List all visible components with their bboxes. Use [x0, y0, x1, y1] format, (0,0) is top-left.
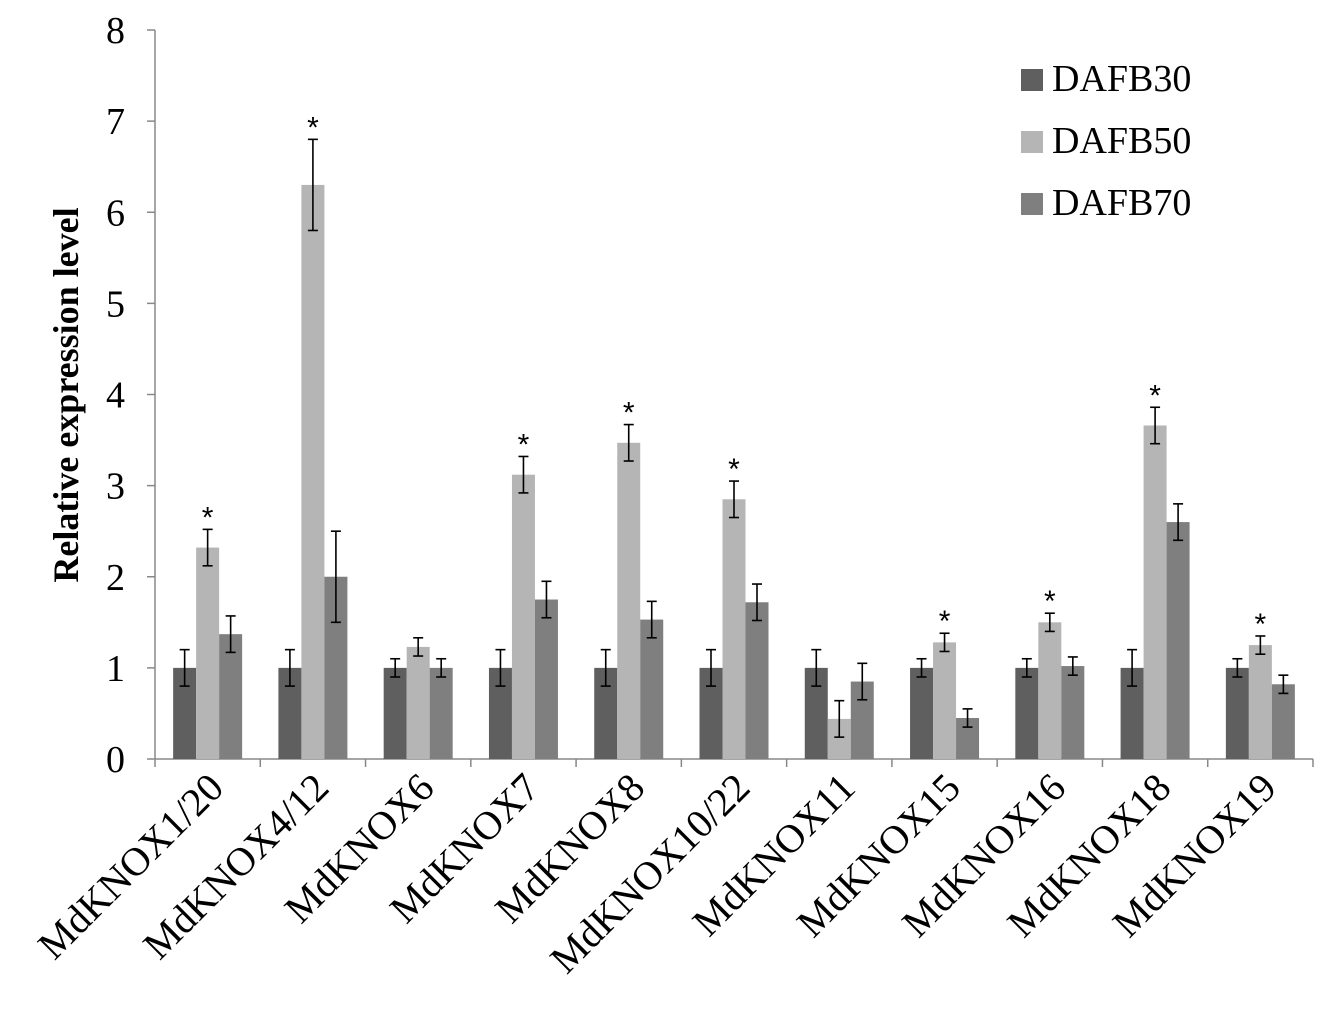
bar [804, 667, 828, 759]
bar [1120, 667, 1144, 759]
y-tick-label: 3 [106, 466, 125, 508]
bar [933, 642, 957, 759]
y-tick-label: 8 [106, 10, 125, 52]
bar [429, 667, 453, 759]
bar [699, 667, 723, 759]
legend-swatch [1021, 193, 1043, 215]
legend-label: DAFB30 [1052, 58, 1191, 100]
x-axis: MdKNOX1/20MdKNOX4/12MdKNOX6MdKNOX7MdKNOX… [29, 758, 1314, 982]
legend-swatch [1021, 131, 1043, 153]
bar [173, 667, 197, 759]
bar [722, 499, 746, 759]
significance-star: * [939, 605, 951, 638]
bar [745, 602, 769, 759]
significance-star: * [728, 453, 740, 486]
y-tick-label: 7 [106, 101, 125, 143]
significance-star: * [518, 428, 530, 461]
error-bars [179, 138, 1289, 738]
significance-star: * [202, 501, 214, 534]
significance-star: * [1149, 379, 1161, 412]
bar [219, 634, 243, 759]
bar [617, 442, 641, 759]
y-tick-label: 6 [106, 192, 125, 234]
legend-swatch [1021, 69, 1043, 91]
y-tick-label: 4 [106, 375, 125, 417]
significance-star: * [1044, 585, 1056, 618]
y-axis: 0 1 2 3 4 5 6 7 8 [106, 10, 156, 781]
y-tick-label: 2 [106, 557, 125, 599]
bar [324, 576, 348, 759]
bar [1271, 684, 1295, 759]
bar [406, 646, 430, 759]
bar [1038, 622, 1062, 759]
bar [1015, 667, 1039, 759]
y-axis-label: Relative expression level [46, 207, 86, 582]
y-tick-label: 0 [106, 739, 125, 781]
bar [850, 681, 874, 759]
x-category-label: MdKNOX4/12 [134, 765, 337, 968]
bar [956, 717, 980, 759]
bar [196, 547, 220, 759]
bar [1061, 666, 1085, 759]
bar [1166, 522, 1190, 759]
bar [1143, 425, 1167, 759]
bar [827, 718, 851, 759]
y-tick-label: 1 [106, 648, 125, 690]
significance-star: * [1255, 608, 1267, 641]
bar [910, 667, 934, 759]
x-category-label: MdKNOX1/20 [29, 765, 232, 968]
bar [594, 667, 618, 759]
legend-label: DAFB70 [1052, 182, 1191, 224]
significance-star: * [623, 397, 635, 430]
bar [640, 619, 664, 759]
bar [1248, 645, 1272, 759]
bar [488, 667, 512, 759]
bar [278, 667, 302, 759]
bar [301, 184, 325, 760]
bars [173, 184, 1295, 760]
bar [511, 474, 535, 759]
legend: DAFB30 DAFB50 DAFB70 [1021, 58, 1191, 224]
bar [1225, 667, 1249, 759]
significance-star: * [307, 111, 319, 144]
significance-markers: * * * * * * * * * [202, 111, 1267, 641]
legend-label: DAFB50 [1052, 120, 1191, 162]
y-tick-label: 5 [106, 283, 125, 325]
bar [534, 599, 558, 759]
bar [383, 667, 407, 759]
